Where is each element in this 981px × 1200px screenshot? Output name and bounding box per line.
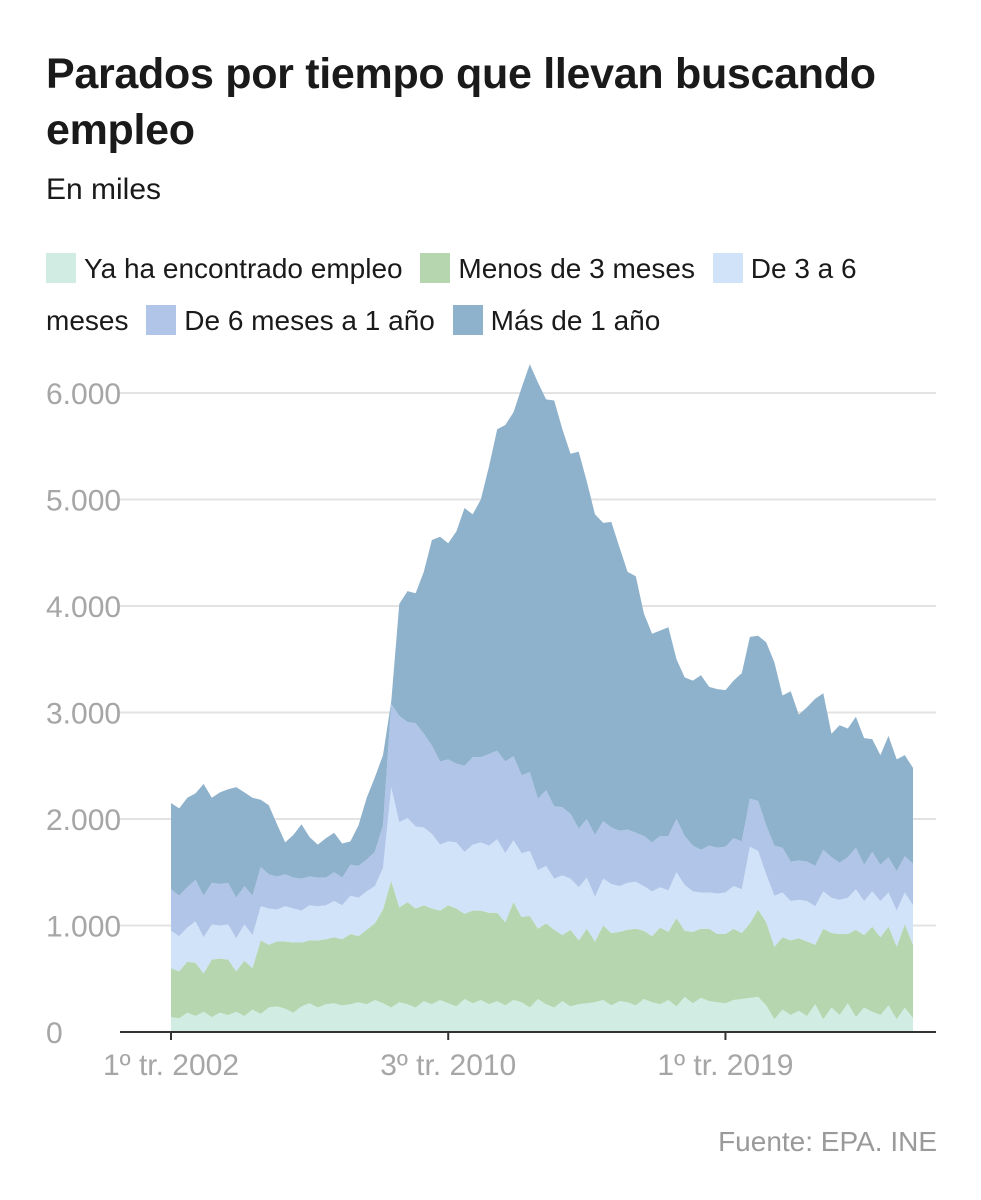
source-note: Fuente: EPA. INE [718,1126,937,1157]
y-tick-label: 2.000 [46,804,121,837]
area-series-2 [171,787,913,974]
legend-item-mas-de-1-ano: Más de 1 año [452,305,661,336]
x-tick-label: 1º tr. 2002 [103,1049,239,1082]
y-tick-label: 6.000 [46,378,121,411]
legend-swatch [420,253,451,283]
chart-title: Parados por tiempo que llevan buscando e… [46,50,876,154]
x-tick-label: 1º tr. 2019 [657,1049,793,1082]
legend-item-ya-ha-encontrado: Ya ha encontrado empleo [46,253,403,284]
legend-label: Menos de 3 meses [458,253,695,284]
area-series-0 [171,996,913,1032]
legend-item-de-3-a-6-meses: De 3 a 6 meses [46,253,857,336]
y-tick-label: 1.000 [46,911,121,944]
legend: Ya ha encontrado empleo Menos de 3 meses… [46,243,946,347]
legend-swatch [146,305,177,335]
legend-label: De 3 a 6 meses [46,253,857,336]
area-series-1 [171,880,913,1020]
legend-label: Ya ha encontrado empleo [84,253,403,284]
y-tick-label: 4.000 [46,591,121,624]
y-tick-label: 3.000 [46,698,121,731]
x-axis: 1º tr. 2002 3º tr. 2010 1º tr. 2019 [103,1031,936,1082]
chart-subtitle: En miles [46,173,162,206]
legend-item-menos-de-3-meses: Menos de 3 meses [420,253,695,284]
legend-label: Más de 1 año [490,305,661,336]
y-tick-label: 5.000 [46,485,121,518]
legend-swatch [712,253,743,283]
y-tick-label: 0 [46,1017,63,1050]
area-series-3 [171,704,913,939]
area-series-4 [171,364,913,898]
area-chart: 0 1.000 2.000 3.000 4.000 5.000 6.000 1º tr. 2… [46,364,936,1082]
legend-label: De 6 meses a 1 año [184,305,435,336]
legend-swatch [46,253,76,283]
legend-swatch [452,305,483,335]
legend-item-de-6-meses-a-1-ano: De 6 meses a 1 año [146,305,435,336]
area-series [171,364,913,1032]
y-axis: 0 1.000 2.000 3.000 4.000 5.000 6.000 [46,378,121,1050]
x-tick-label: 3º tr. 2010 [380,1049,516,1082]
